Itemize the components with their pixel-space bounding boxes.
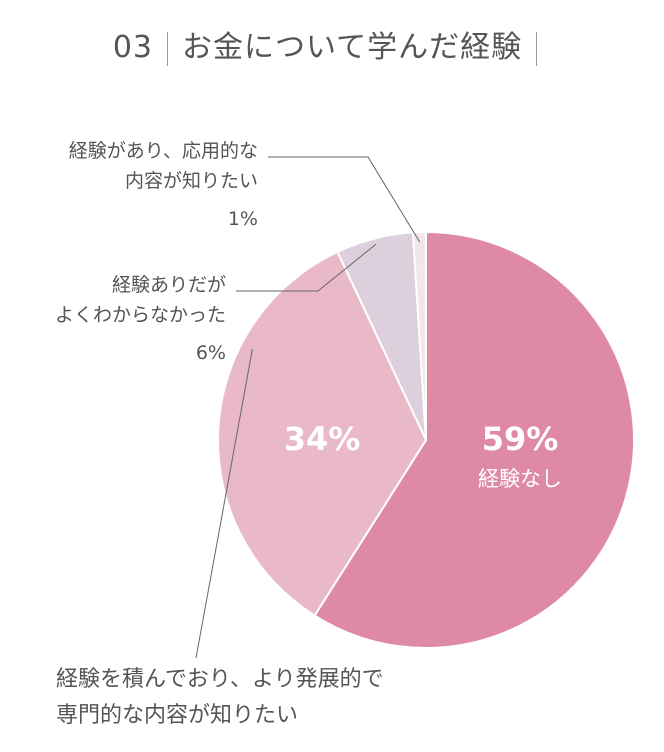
label-34pct-line1: 経験を積んでおり、より発展的で <box>56 667 384 692</box>
title-divider-end <box>536 31 538 66</box>
label-1pct-line2: 内容が知りたい <box>124 170 258 192</box>
label-1pct-value: 1% <box>227 208 258 230</box>
slice-applied <box>411 230 427 441</box>
title-text: お金について学んだ経験 <box>182 30 523 65</box>
leader-line-34pct <box>195 348 253 659</box>
label-34pct: 経験を積んでおり、より発展的で 専門的な内容が知りたい <box>56 662 384 734</box>
label-1pct-line1: 経験があり、応用的な <box>68 140 258 162</box>
label-6pct-line1: 経験ありだが <box>111 274 226 296</box>
label-6pct-line2: よくわからなかった <box>54 304 226 326</box>
title-number: 03 <box>112 30 154 65</box>
chart-title: 03 お金について学んだ経験 <box>0 22 664 66</box>
label-6pct: 経験ありだが よくわからなかった 6% <box>20 270 226 368</box>
leader-line-1pct <box>268 156 421 243</box>
leader-line-6pct <box>236 243 377 292</box>
title-divider <box>167 31 169 66</box>
label-6pct-value: 6% <box>195 342 226 364</box>
label-1pct: 経験があり、応用的な 内容が知りたい 1% <box>20 136 258 234</box>
label-34pct-line2: 専門的な内容が知りたい <box>56 703 299 728</box>
data-label-59pct-name: 経験なし <box>478 467 562 491</box>
data-label-34pct: 34% <box>284 420 361 458</box>
slice-advanced <box>217 250 428 618</box>
data-label-59pct: 59% <box>482 420 559 458</box>
slice-no-experience <box>313 230 635 649</box>
